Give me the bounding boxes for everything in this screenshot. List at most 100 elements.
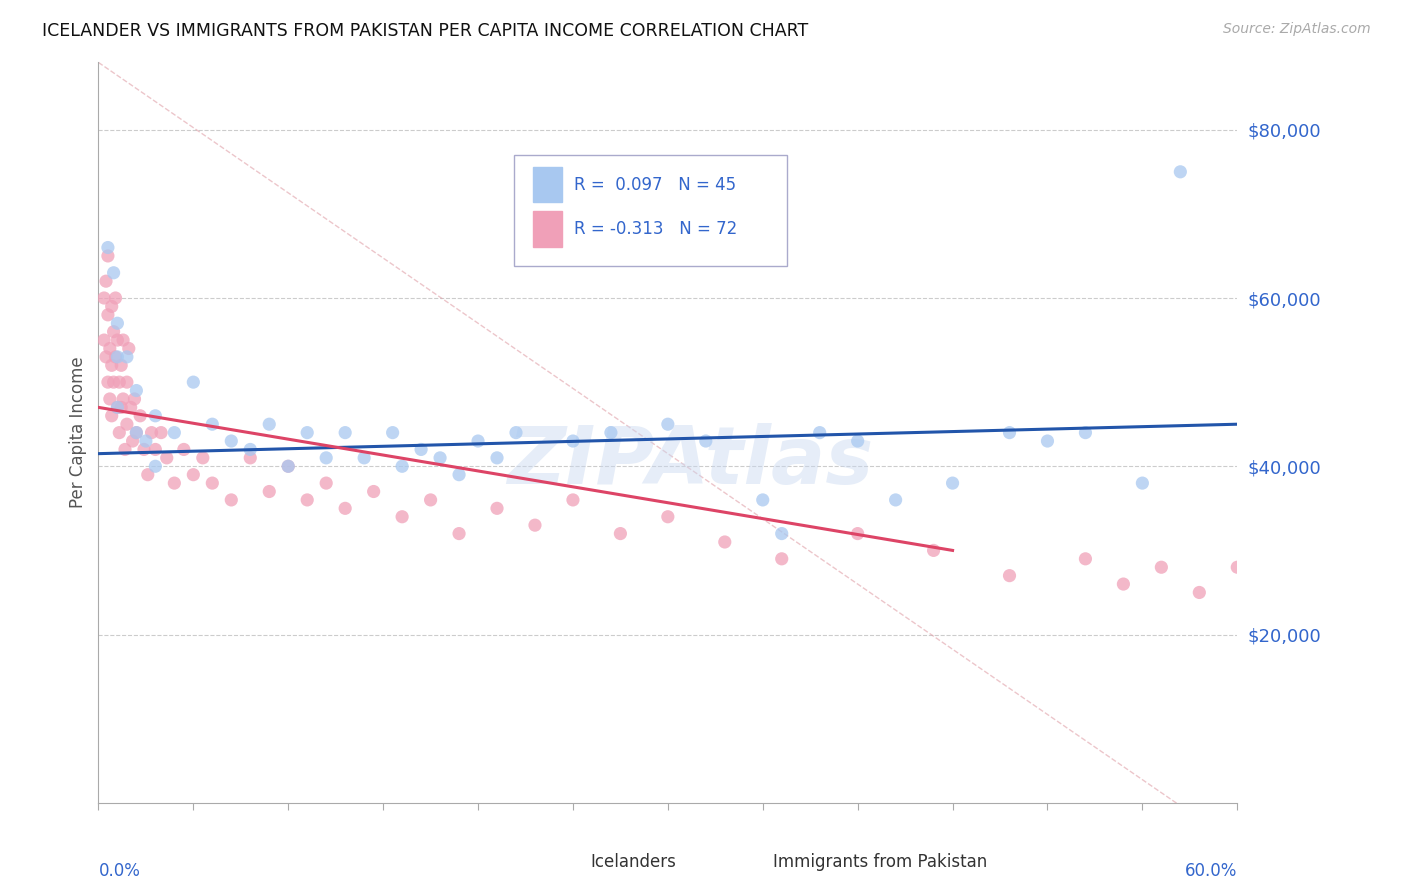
Point: [846, 434, 869, 448]
Text: 60.0%: 60.0%: [1185, 862, 1237, 880]
Point: [695, 434, 717, 448]
Point: [118, 342, 141, 356]
Point: [1188, 585, 1211, 599]
Point: [110, 401, 132, 415]
Text: ICELANDER VS IMMIGRANTS FROM PAKISTAN PER CAPITA INCOME CORRELATION CHART: ICELANDER VS IMMIGRANTS FROM PAKISTAN PE…: [42, 22, 808, 40]
Point: [486, 501, 509, 516]
Point: [467, 434, 489, 448]
Point: [714, 535, 737, 549]
Point: [998, 568, 1021, 582]
Point: [998, 425, 1021, 440]
Point: [115, 350, 138, 364]
Point: [1112, 577, 1135, 591]
Point: [108, 375, 131, 389]
Point: [121, 434, 143, 448]
Point: [107, 401, 129, 415]
Text: Source: ZipAtlas.com: Source: ZipAtlas.com: [1223, 22, 1371, 37]
Point: [1150, 560, 1173, 574]
Point: [259, 484, 281, 499]
Point: [239, 450, 262, 465]
Point: [110, 359, 132, 373]
Point: [132, 442, 155, 457]
Point: [600, 425, 623, 440]
Point: [922, 543, 945, 558]
Point: [163, 425, 186, 440]
Point: [1302, 568, 1324, 582]
Point: [103, 266, 125, 280]
Bar: [533, 211, 562, 247]
Point: [173, 442, 195, 457]
Point: [125, 384, 148, 398]
Point: [201, 417, 224, 432]
Point: [562, 492, 585, 507]
Point: [191, 450, 214, 465]
Point: [752, 492, 775, 507]
Text: R =  0.097   N = 45: R = 0.097 N = 45: [575, 176, 737, 194]
Point: [277, 459, 299, 474]
Point: [942, 476, 965, 491]
Point: [150, 425, 173, 440]
Point: [98, 342, 121, 356]
Point: [136, 467, 159, 482]
Point: [112, 392, 135, 406]
Point: [524, 518, 547, 533]
Point: [97, 308, 120, 322]
Point: [363, 484, 385, 499]
Point: [315, 476, 337, 491]
Text: ZIPAtlas: ZIPAtlas: [508, 423, 873, 501]
Point: [221, 434, 243, 448]
Point: [419, 492, 441, 507]
Point: [239, 442, 262, 457]
Point: [103, 325, 125, 339]
Point: [120, 401, 142, 415]
Point: [1036, 434, 1059, 448]
Point: [145, 409, 167, 423]
Point: [156, 450, 179, 465]
Point: [141, 425, 163, 440]
Point: [183, 467, 205, 482]
Point: [201, 476, 224, 491]
Point: [335, 501, 357, 516]
Point: [135, 434, 157, 448]
Point: [846, 526, 869, 541]
Point: [93, 333, 115, 347]
Point: [107, 350, 129, 364]
Point: [297, 492, 319, 507]
Point: [183, 375, 205, 389]
Point: [145, 459, 167, 474]
Point: [391, 459, 413, 474]
Point: [505, 425, 527, 440]
Point: [770, 551, 793, 566]
Text: Immigrants from Pakistan: Immigrants from Pakistan: [773, 853, 987, 871]
Point: [100, 409, 122, 423]
Text: R = -0.313   N = 72: R = -0.313 N = 72: [575, 220, 738, 238]
Point: [100, 300, 122, 314]
Point: [1074, 551, 1097, 566]
Point: [163, 476, 186, 491]
Point: [1264, 594, 1286, 608]
Text: Icelanders: Icelanders: [591, 853, 676, 871]
Point: [562, 434, 585, 448]
Text: 0.0%: 0.0%: [98, 862, 141, 880]
Point: [449, 467, 471, 482]
Bar: [737, 851, 761, 873]
Point: [93, 291, 115, 305]
Point: [97, 240, 120, 255]
Point: [97, 249, 120, 263]
Point: [125, 425, 148, 440]
Point: [107, 401, 129, 415]
Point: [94, 274, 117, 288]
FancyBboxPatch shape: [515, 155, 787, 266]
Point: [112, 333, 135, 347]
Point: [115, 375, 138, 389]
Point: [1226, 560, 1249, 574]
Point: [315, 450, 337, 465]
Point: [1170, 165, 1192, 179]
Y-axis label: Per Capita Income: Per Capita Income: [69, 357, 87, 508]
Point: [657, 417, 679, 432]
Bar: [554, 851, 579, 873]
Point: [97, 375, 120, 389]
Point: [145, 442, 167, 457]
Point: [259, 417, 281, 432]
Point: [391, 509, 413, 524]
